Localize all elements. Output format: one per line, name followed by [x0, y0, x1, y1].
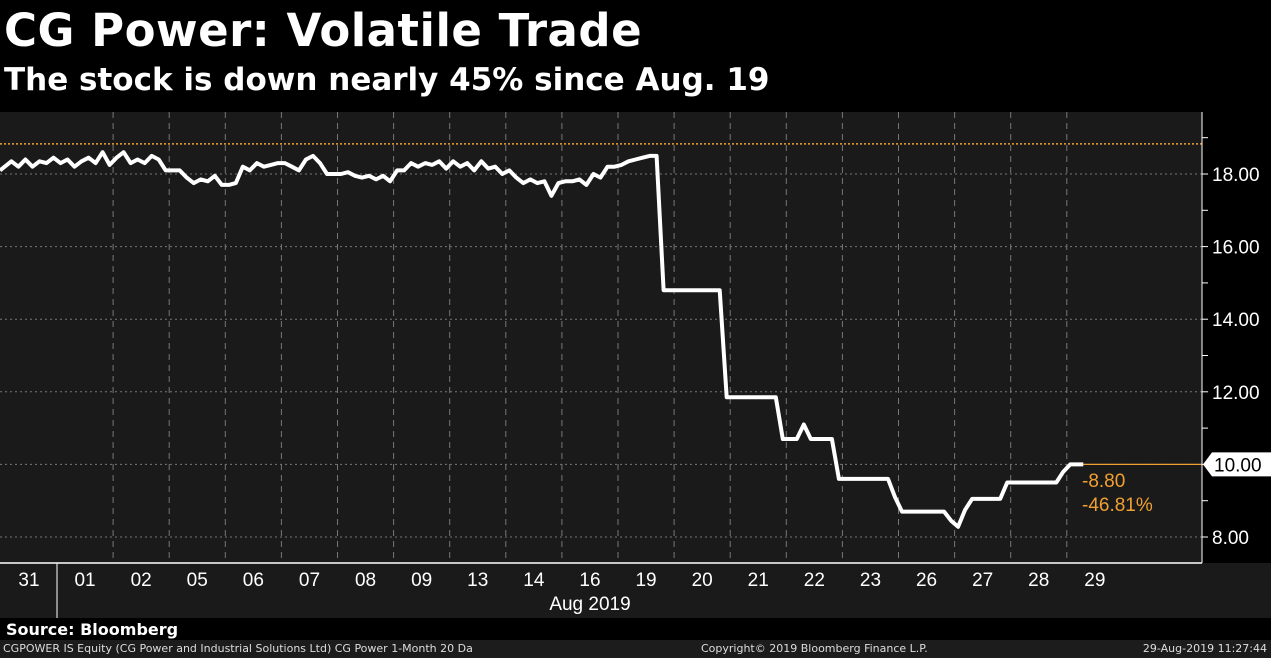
x-tick-label: 16 — [579, 570, 600, 591]
x-tick-label: 01 — [74, 570, 95, 591]
x-tick-label: 22 — [804, 570, 825, 591]
x-tick-label: 26 — [916, 570, 937, 591]
x-tick-label: 08 — [355, 570, 376, 591]
price-chart: 8.00 12.00 14.00 16.00 18.00 10.00 31 01 02 05 06… — [0, 112, 1271, 618]
x-tick-label: 09 — [411, 570, 432, 591]
x-axis-month-label: Aug 2019 — [549, 594, 630, 615]
x-tick-label: 28 — [1028, 570, 1049, 591]
price-series-line — [0, 150, 1084, 529]
y-tick-label: 14.00 — [1212, 310, 1260, 331]
chart-title: CG Power: Volatile Trade — [4, 4, 643, 57]
x-tick-label: 21 — [748, 570, 769, 591]
footer-description: CGPOWER IS Equity (CG Power and Industri… — [3, 642, 473, 655]
x-tick-label: 02 — [131, 570, 152, 591]
footer-copyright: Copyright© 2019 Bloomberg Finance L.P. — [701, 642, 928, 655]
x-tick-label: 13 — [467, 570, 488, 591]
y-tick-label: 16.00 — [1212, 238, 1260, 259]
x-tick-label: 29 — [1084, 570, 1105, 591]
x-tick-label: 07 — [299, 570, 320, 591]
y-axis: 8.00 12.00 14.00 16.00 18.00 10.00 — [1202, 137, 1271, 549]
x-axis-band — [0, 563, 1271, 618]
change-percent-label: -46.81% — [1082, 495, 1153, 516]
change-absolute-label: -8.80 — [1082, 471, 1125, 492]
grid — [0, 112, 1202, 563]
last-value-callout — [1203, 452, 1271, 477]
footer-bar: CGPOWER IS Equity (CG Power and Industri… — [0, 640, 1271, 658]
last-value-label: 10.00 — [1214, 455, 1262, 476]
source-label: Source: Bloomberg — [6, 620, 179, 639]
footer-timestamp: 29-Aug-2019 11:27:44 — [1142, 642, 1267, 655]
chart-subtitle: The stock is down nearly 45% since Aug. … — [4, 62, 770, 98]
x-tick-label: 23 — [860, 570, 881, 591]
y-tick-label: 8.00 — [1212, 528, 1249, 549]
y-tick-label: 18.00 — [1212, 165, 1260, 186]
y-tick-label: 12.00 — [1212, 383, 1260, 404]
x-tick-label: 14 — [523, 570, 545, 591]
x-tick-label: 27 — [972, 570, 993, 591]
x-tick-label: 20 — [692, 570, 713, 591]
plot-area — [0, 112, 1202, 563]
x-tick-label: 05 — [187, 570, 208, 591]
x-tick-label: 06 — [243, 570, 264, 591]
x-tick-label: 19 — [635, 570, 656, 591]
x-axis: 31 01 02 05 06 07 08 09 13 14 16 19 20 21 22 23 26 27 28 29 — [18, 570, 1105, 591]
x-tick-label: 31 — [18, 570, 39, 591]
